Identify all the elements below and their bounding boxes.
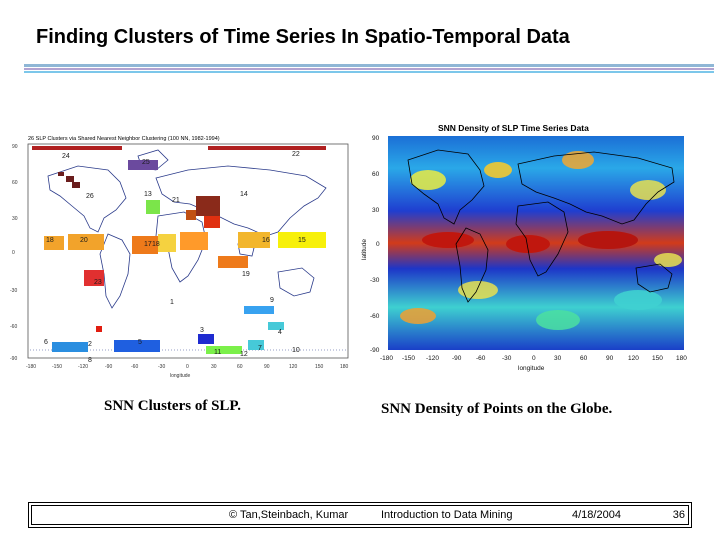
footer-page-number: 36: [673, 509, 685, 521]
cluster-label-7: 7: [258, 345, 262, 352]
cluster-label-24: 24: [62, 153, 70, 160]
right-x-tick-30: 30: [554, 355, 562, 362]
left-x-tick-m150: -150: [52, 364, 62, 370]
title-rule-blue: [24, 64, 714, 67]
right-y-tick-m30: -30: [370, 277, 380, 284]
right-x-tick-m60: -60: [476, 355, 486, 362]
slide-title: Finding Clusters of Time Series In Spati…: [36, 26, 696, 49]
cluster-label-18b: 18: [152, 241, 160, 248]
left-x-tick-30: 30: [211, 364, 217, 370]
left-x-tick-0: 0: [186, 364, 189, 370]
footer-copyright: © Tan,Steinbach, Kumar: [229, 509, 348, 521]
left-caption: SNN Clusters of SLP.: [104, 398, 241, 415]
left-x-tick-60: 60: [237, 364, 243, 370]
right-y-tick-90: 90: [372, 135, 380, 142]
left-x-tick-150: 150: [315, 364, 324, 370]
cluster-label-6: 6: [44, 339, 48, 346]
cluster-label-23: 23: [94, 279, 102, 286]
right-x-tick-90: 90: [606, 355, 614, 362]
right-y-tick-60: 60: [372, 171, 380, 178]
left-x-tick-m30: -30: [158, 364, 165, 370]
left-y-tick-0: 0: [12, 250, 15, 256]
left-y-tick-60: 60: [12, 180, 18, 186]
cluster-map-frame: [28, 144, 348, 358]
cluster-map-title: 26 SLP Clusters via Shared Nearest Neigh…: [28, 136, 220, 142]
snn-cluster-map-figure: 26 SLP Clusters via Shared Nearest Neigh…: [8, 136, 354, 380]
right-x-tick-m120: -120: [426, 355, 439, 362]
right-x-tick-m30: -30: [502, 355, 512, 362]
cluster-label-12: 12: [240, 351, 248, 358]
right-x-tick-m180: -180: [380, 355, 393, 362]
slide-footer: © Tan,Steinbach, Kumar Introduction to D…: [28, 502, 692, 528]
cluster-label-5: 5: [138, 339, 142, 346]
right-y-tick-m60: -60: [370, 313, 380, 320]
cluster-label-16: 16: [262, 237, 270, 244]
right-x-tick-150: 150: [652, 355, 663, 362]
right-x-tick-m90: -90: [452, 355, 462, 362]
cluster-label-13: 13: [144, 191, 152, 198]
left-x-tick-m90: -90: [105, 364, 112, 370]
left-x-tick-m180: -180: [26, 364, 36, 370]
cluster-label-3: 3: [200, 327, 204, 334]
cluster-label-10: 10: [292, 347, 300, 354]
cluster-label-4: 4: [278, 329, 282, 336]
cluster-label-2: 2: [88, 341, 92, 348]
cluster-label-18: 18: [46, 237, 54, 244]
left-y-tick-m90: -90: [10, 356, 17, 362]
cluster-label-8: 8: [88, 357, 92, 364]
cluster-label-15: 15: [298, 237, 306, 244]
left-y-tick-m30: -30: [10, 288, 17, 294]
left-x-tick-m120: -120: [78, 364, 88, 370]
right-x-tick-m150: -150: [402, 355, 415, 362]
right-xlabel: longitude: [518, 365, 545, 372]
cluster-label-22: 22: [292, 151, 300, 158]
footer-date: 4/18/2004: [572, 509, 621, 521]
right-y-tick-30: 30: [372, 207, 380, 214]
cluster-label-11: 11: [214, 349, 221, 356]
title-rule-purple: [24, 68, 714, 70]
left-x-tick-180: 180: [340, 364, 349, 370]
cluster-label-17: 17: [144, 241, 152, 248]
left-xlabel: longitude: [170, 373, 191, 379]
right-x-tick-0: 0: [532, 355, 536, 362]
density-map-svg: SNN Density of SLP Time Series Data 90: [358, 120, 698, 372]
left-y-tick-90: 90: [12, 144, 18, 150]
cluster-label-9: 9: [270, 297, 274, 304]
right-x-tick-60: 60: [580, 355, 588, 362]
right-x-tick-120: 120: [628, 355, 639, 362]
cluster-label-19: 19: [242, 271, 250, 278]
left-x-tick-120: 120: [289, 364, 298, 370]
cluster-label-14: 14: [240, 191, 248, 198]
cluster-label-20: 20: [80, 237, 88, 244]
right-y-tick-m90: -90: [370, 347, 380, 354]
left-y-tick-30: 30: [12, 216, 18, 222]
footer-course: Introduction to Data Mining: [381, 509, 512, 521]
left-y-tick-m60: -60: [10, 324, 17, 330]
right-ylabel: latitude: [361, 239, 368, 260]
density-map-title: SNN Density of SLP Time Series Data: [438, 123, 589, 133]
cluster-map-svg: 26 SLP Clusters via Shared Nearest Neigh…: [8, 136, 354, 380]
right-y-tick-0: 0: [376, 241, 380, 248]
cluster-label-25: 25: [142, 159, 150, 166]
right-x-tick-180: 180: [676, 355, 687, 362]
right-caption: SNN Density of Points on the Globe.: [381, 401, 612, 418]
cluster-label-26: 26: [86, 193, 94, 200]
left-x-tick-m60: -60: [131, 364, 138, 370]
cluster-label-1: 1: [170, 299, 174, 306]
cluster-label-21: 21: [172, 197, 180, 204]
snn-density-map-figure: SNN Density of SLP Time Series Data 90: [358, 120, 698, 372]
left-x-tick-90: 90: [264, 364, 270, 370]
title-rule-cyan: [24, 71, 714, 73]
